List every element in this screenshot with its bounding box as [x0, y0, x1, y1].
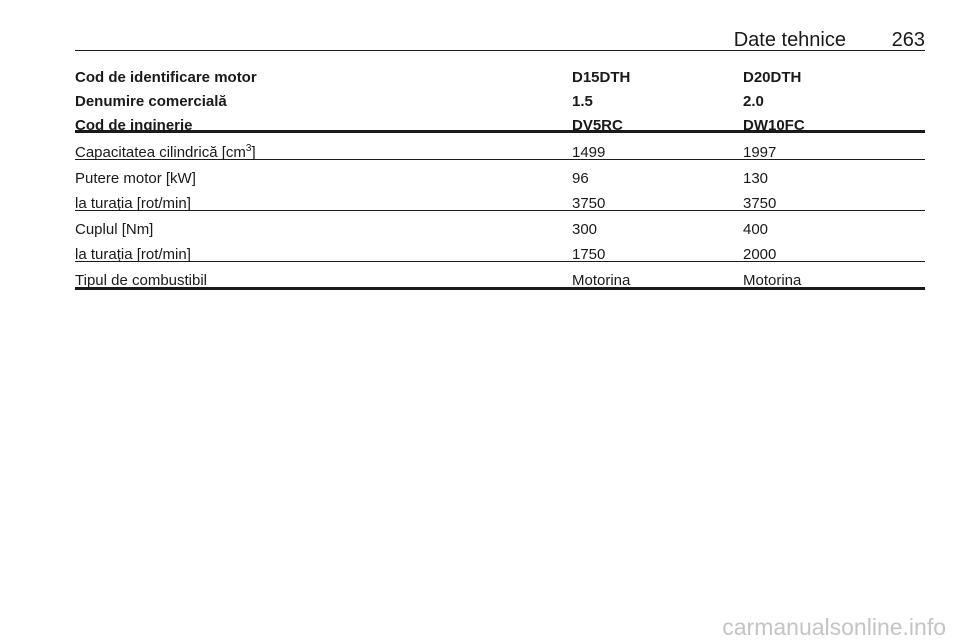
header-cell: DV5RC	[572, 117, 623, 134]
cell: 96	[572, 170, 589, 187]
cell: Tipul de combustibil	[75, 272, 208, 289]
cell: la turația [rot/min]	[75, 246, 191, 263]
cell: Putere motor [kW]	[75, 170, 196, 187]
cell: 400	[743, 221, 769, 238]
section-title: Date tehnice	[733, 29, 846, 51]
cell: 1997	[743, 144, 777, 161]
row-rule	[75, 261, 925, 262]
header-cell: Cod de identificare motor	[75, 69, 257, 86]
cell: 2000	[743, 246, 777, 263]
superscript: 3	[245, 143, 252, 154]
cell: 300	[572, 221, 598, 238]
header-cell: 2.0	[743, 93, 764, 110]
cell: 130	[743, 170, 769, 187]
thick-rule	[75, 287, 925, 290]
header-cell: Cod de inginerie	[75, 117, 193, 134]
header-rule	[75, 50, 925, 51]
cell: Motorina	[572, 272, 631, 289]
cell: 3750	[572, 195, 606, 212]
cell: Motorina	[743, 272, 802, 289]
header-cell: D20DTH	[743, 69, 802, 86]
cell: 3750	[743, 195, 777, 212]
header-cell: Denumire comercială	[75, 93, 227, 110]
header-cell: 1.5	[572, 93, 593, 110]
header-cell: D15DTH	[572, 69, 631, 86]
header-cell: DW10FC	[743, 117, 805, 134]
cell-text: ]	[251, 144, 256, 161]
watermark: carmanualsonline.info	[722, 614, 946, 640]
row-rule	[75, 210, 925, 211]
cell: Cuplul [Nm]	[75, 221, 154, 238]
cell: Capacitatea cilindrică [cm3]	[75, 143, 256, 161]
row-rule	[75, 159, 925, 160]
cell-text: Capacitatea cilindrică [cm	[75, 144, 246, 161]
thick-rule	[75, 130, 925, 133]
cell: la turația [rot/min]	[75, 195, 191, 212]
cell: 1750	[572, 246, 606, 263]
cell: 1499	[572, 144, 606, 161]
page-number: 263	[891, 29, 925, 51]
